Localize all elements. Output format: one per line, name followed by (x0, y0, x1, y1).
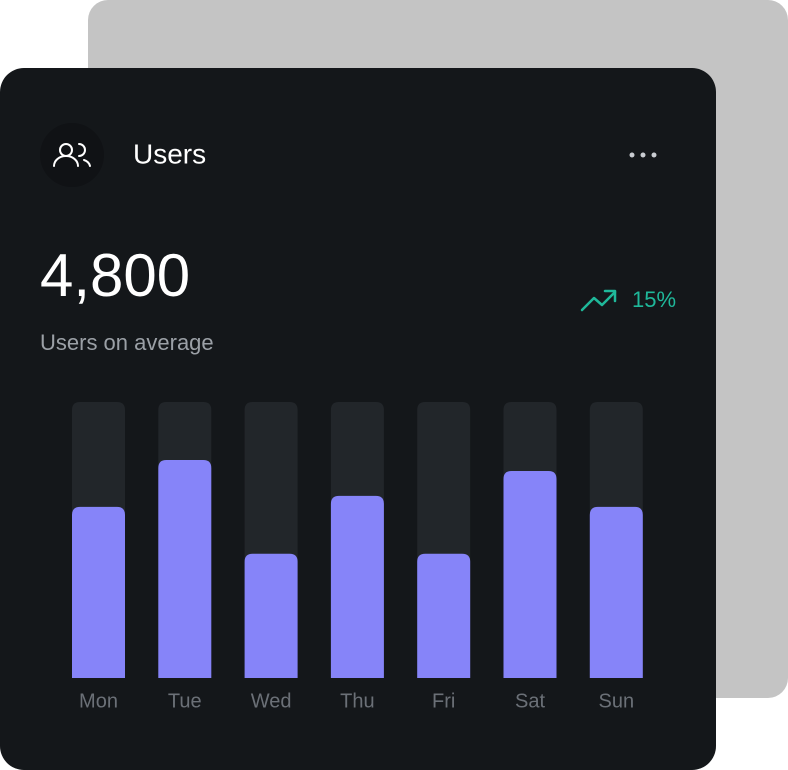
x-tick-label: Sun (599, 690, 635, 712)
bar (330, 495, 384, 678)
bar (589, 506, 643, 678)
bar (244, 553, 298, 678)
stat-caption: Users on average (40, 330, 214, 355)
x-tick-label: Thu (340, 690, 374, 712)
x-tick-label: Tue (168, 690, 202, 712)
x-tick-label: Fri (432, 690, 455, 712)
x-tick-label: Wed (251, 690, 292, 712)
card-title: Users (133, 138, 206, 169)
bar (417, 553, 471, 678)
x-tick-label: Sat (515, 690, 545, 712)
x-tick-label: Mon (79, 690, 118, 712)
more-menu[interactable] (629, 152, 657, 158)
icon (40, 123, 104, 187)
stat-change: 15% (632, 287, 676, 312)
trend-icon (580, 289, 617, 312)
stat-value: 4,800 (40, 242, 190, 309)
bar (72, 506, 125, 678)
bar (158, 459, 212, 678)
bar (503, 471, 557, 678)
